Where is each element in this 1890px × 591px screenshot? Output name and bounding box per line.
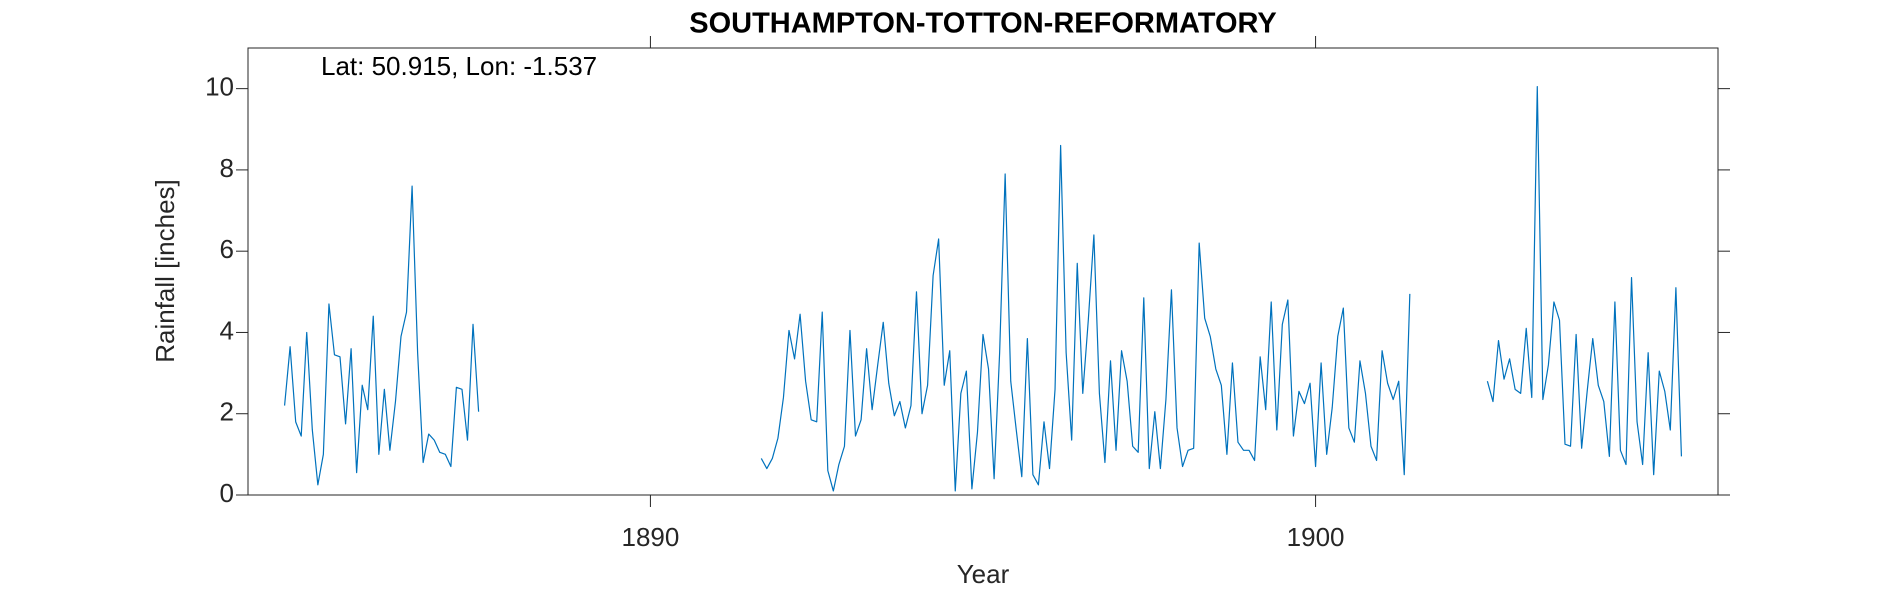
y-tick-label: 10 [205,72,234,102]
y-tick-label: 0 [220,478,234,508]
x-tick-label: 1900 [1287,522,1345,552]
y-tick-label: 8 [220,153,234,183]
x-axis-label: Year [957,559,1010,589]
annotation: Lat: 50.915, Lon: -1.537 [321,51,597,81]
y-axis-label: Rainfall [inches] [150,179,180,363]
plot-frame [247,47,1719,496]
y-tick-label: 4 [220,315,234,345]
y-tick-label: 2 [220,397,234,427]
chart-title: SOUTHAMPTON-TOTTON-REFORMATORY [689,8,1277,40]
x-tick-label: 1890 [621,522,679,552]
y-tick-label: 6 [220,234,234,264]
data-line [283,86,1683,492]
